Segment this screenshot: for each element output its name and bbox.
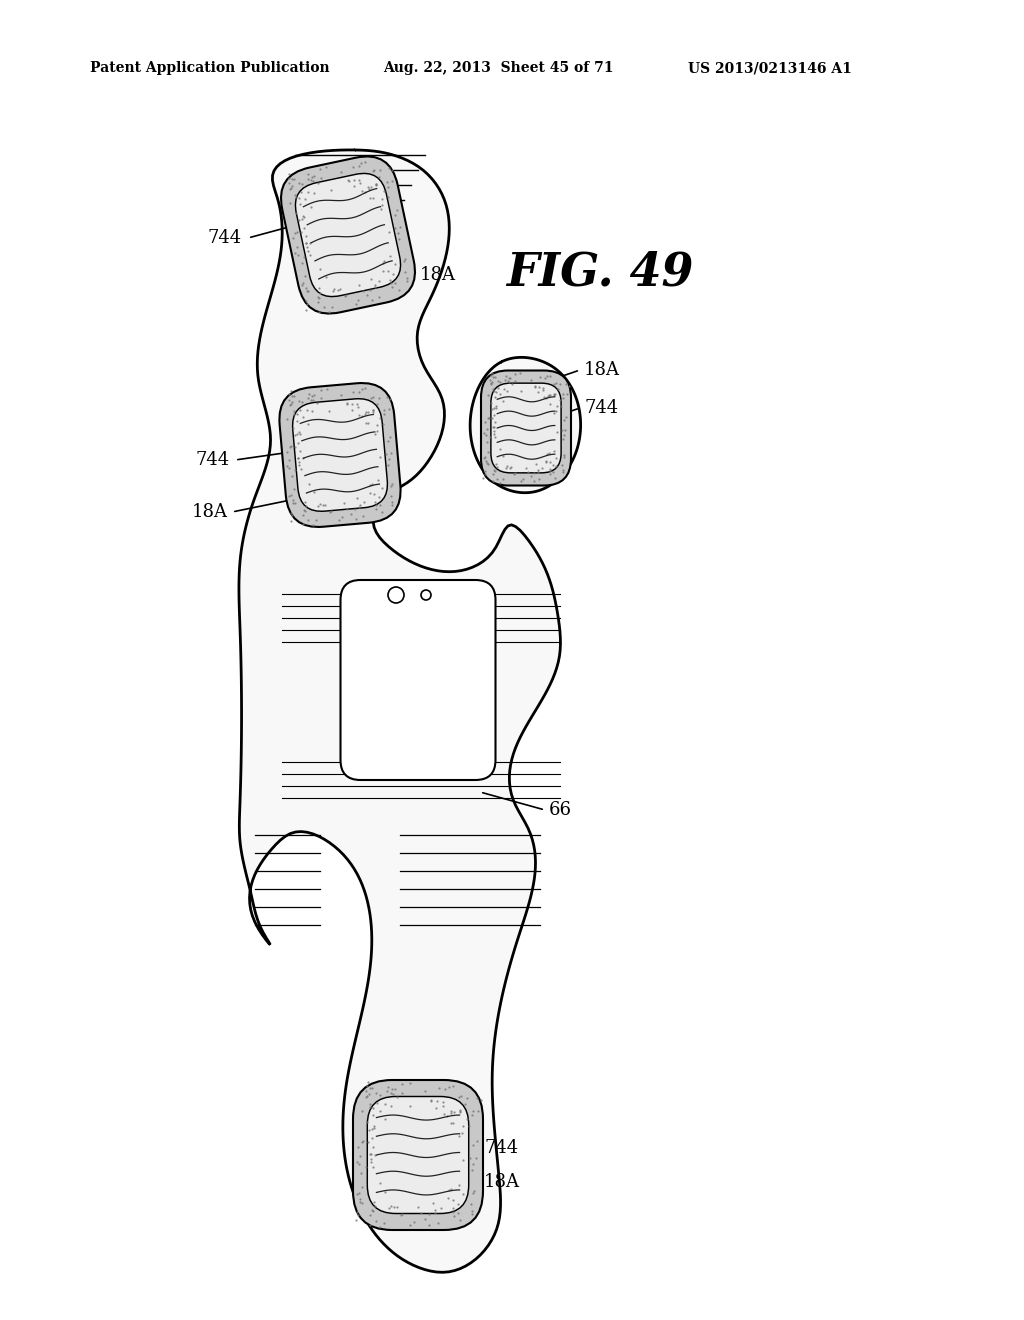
FancyBboxPatch shape (481, 371, 571, 486)
FancyBboxPatch shape (341, 579, 496, 780)
Text: Aug. 22, 2013  Sheet 45 of 71: Aug. 22, 2013 Sheet 45 of 71 (383, 61, 613, 75)
Text: FIG. 49: FIG. 49 (506, 249, 693, 294)
FancyBboxPatch shape (368, 1097, 469, 1213)
FancyBboxPatch shape (490, 383, 561, 473)
Text: 744: 744 (584, 399, 618, 417)
Circle shape (421, 590, 431, 601)
FancyBboxPatch shape (295, 173, 400, 297)
Text: 18A: 18A (484, 1173, 520, 1191)
Text: 66: 66 (549, 801, 572, 818)
FancyBboxPatch shape (353, 1080, 483, 1230)
Text: 744: 744 (196, 451, 230, 469)
FancyBboxPatch shape (280, 383, 400, 527)
Polygon shape (239, 150, 560, 1272)
Text: 18A: 18A (193, 503, 228, 521)
Text: 18A: 18A (584, 360, 620, 379)
Text: US 2013/0213146 A1: US 2013/0213146 A1 (688, 61, 852, 75)
Polygon shape (470, 358, 581, 492)
FancyBboxPatch shape (281, 157, 415, 314)
Text: 744: 744 (484, 1139, 518, 1158)
FancyBboxPatch shape (293, 399, 387, 511)
Text: 18A: 18A (420, 267, 456, 284)
Text: 744: 744 (208, 228, 242, 247)
Text: Patent Application Publication: Patent Application Publication (90, 61, 330, 75)
Circle shape (388, 587, 404, 603)
